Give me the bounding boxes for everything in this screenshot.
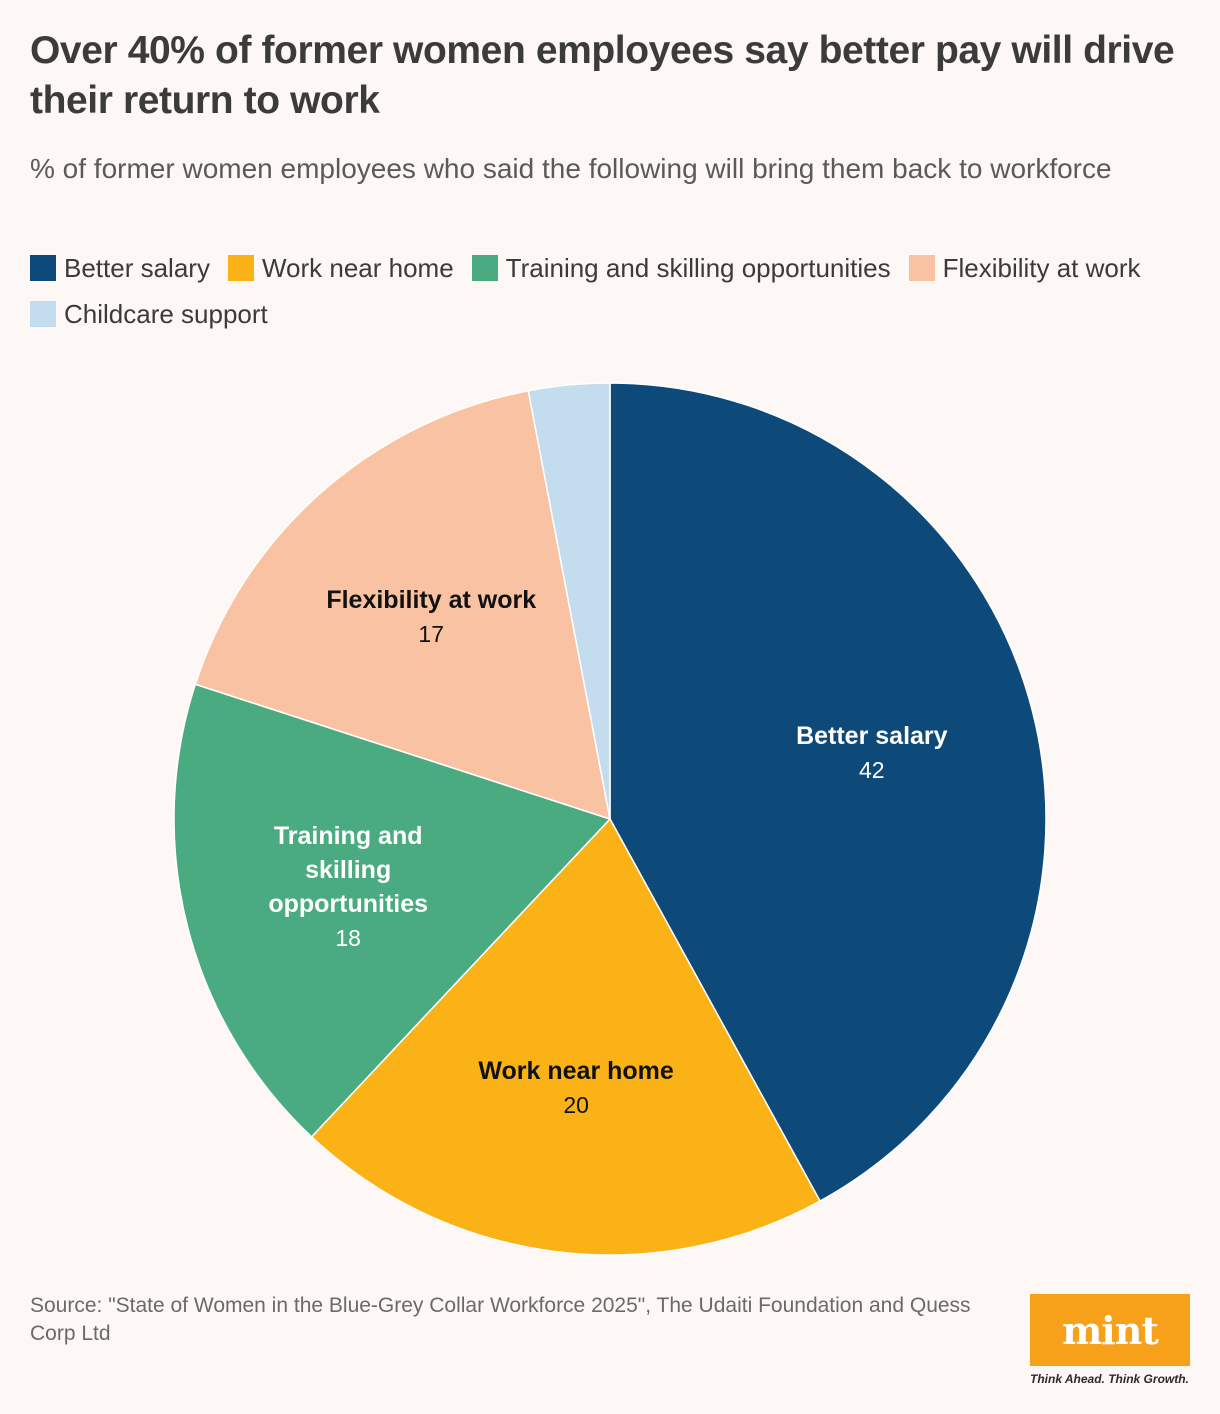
slice-label-flexibility-at-work: Flexibility at work [326, 586, 536, 614]
pie-labels: Better salary 42 Work near home 20 Training … [268, 586, 947, 1118]
chart-subtitle: % of former women employees who said the… [30, 153, 1112, 184]
legend-item-flexibility: Flexibility at work [908, 252, 1141, 284]
mint-logo: mint Think Ahead. Think Growth. [1030, 1294, 1190, 1386]
pie-slice-better-salary [609, 382, 1047, 1203]
logo-tagline: Think Ahead. Think Growth. [1030, 1372, 1189, 1386]
source-note: Source: "State of Women in the Blue-Grey… [30, 1294, 971, 1345]
legend-label: Childcare support [64, 298, 268, 329]
slice-value-work-near-home: 20 [563, 1092, 589, 1118]
chart-title: Over 40% of former women employees say b… [30, 29, 1175, 122]
slice-label-training-and-skilling-opportunities-line-1: Training and [274, 822, 423, 850]
slice-label-better-salary: Better salary [796, 722, 948, 750]
legend-item-training: Training and skilling opportunities [471, 252, 891, 284]
slice-value-training-and-skilling-opportunities: 18 [335, 925, 361, 951]
pie-slice-work-near-home [310, 817, 822, 1256]
legend-swatch [30, 255, 56, 281]
legend-item-better-salary: Better salary [30, 252, 210, 284]
pie-slice-training-and-skilling-opportunities [173, 683, 612, 1138]
legend: Better salary Work near home Training an… [30, 252, 1200, 330]
slice-value-flexibility-at-work: 17 [418, 621, 444, 647]
pie-slices [173, 382, 1047, 1256]
legend-swatch [471, 255, 498, 281]
pie-slice-flexibility-at-work [194, 389, 611, 821]
legend-item-work-near-home: Work near home [227, 252, 454, 284]
logo-text: mint [1062, 1307, 1159, 1353]
legend-swatch [227, 255, 254, 281]
pie-chart: Better salary 42 Work near home 20 Training … [173, 382, 1047, 1256]
legend-swatch [30, 301, 56, 327]
slice-label-work-near-home: Work near home [478, 1057, 674, 1085]
logo-box: mint [1030, 1294, 1190, 1366]
legend-label: Better salary [64, 252, 210, 283]
legend-label: Training and skilling opportunities [505, 252, 891, 283]
legend-label: Work near home [261, 252, 454, 283]
slice-label-training-and-skilling-opportunities-line-2: skilling [305, 856, 391, 884]
legend-label: Flexibility at work [942, 252, 1141, 283]
legend-item-childcare: Childcare support [30, 298, 268, 330]
legend-swatch [908, 255, 935, 281]
slice-value-better-salary: 42 [859, 757, 885, 783]
pie-slice-childcare-support [527, 382, 611, 820]
slice-label-training-and-skilling-opportunities-line-3: opportunities [268, 890, 428, 918]
